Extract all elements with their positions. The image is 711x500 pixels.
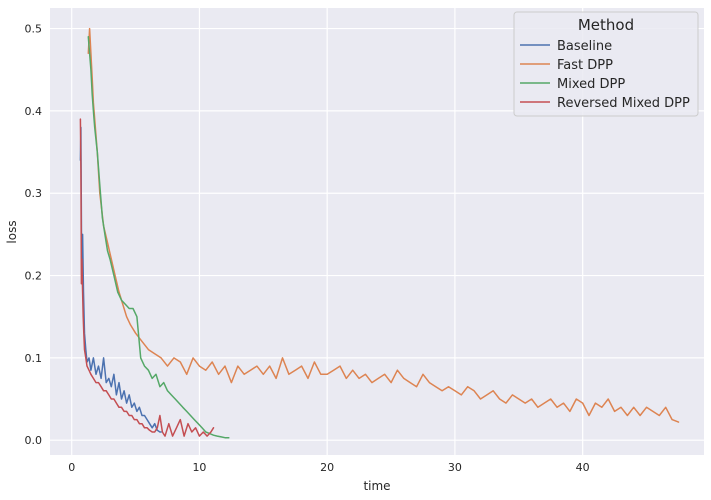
x-axis-label: time	[363, 479, 390, 493]
x-tick-label: 10	[192, 461, 206, 474]
x-tick-label: 30	[448, 461, 462, 474]
legend-label-mixed-dpp: Mixed DPP	[557, 77, 625, 92]
y-tick-labels: 0.0 0.1 0.2 0.3 0.4 0.5	[25, 23, 43, 448]
legend-label-fast-dpp: Fast DPP	[557, 58, 613, 73]
y-tick-label: 0.2	[25, 270, 43, 283]
series-line-fast-dpp	[87, 27, 680, 423]
legend-entries: Baseline Fast DPP Mixed DPP Reversed Mixed …	[520, 39, 690, 111]
legend-label-baseline: Baseline	[557, 39, 612, 54]
legend-box	[513, 11, 699, 117]
x-tick-label: 0	[68, 461, 75, 474]
series-layer	[79, 27, 680, 439]
x-tick-label: 20	[320, 461, 334, 474]
legend-title: Method	[578, 16, 634, 34]
y-tick-label: 0.1	[25, 352, 43, 365]
x-tick-label: 40	[576, 461, 590, 474]
y-tick-label: 0.3	[25, 187, 43, 200]
y-tick-label: 0.4	[25, 105, 43, 118]
legend-label-reversed-mixed-dpp: Reversed Mixed DPP	[557, 96, 690, 111]
legend: Method Baseline Fast DPP Mixed DPP Reversed…	[513, 11, 699, 117]
y-tick-label: 0.5	[25, 23, 43, 36]
y-tick-label: 0.0	[25, 434, 43, 447]
series-line-baseline	[79, 126, 162, 433]
series-line-reversed-mixed-dpp	[79, 118, 215, 437]
y-axis-label: loss	[5, 220, 19, 243]
x-tick-labels: 0 10 20 30 40	[68, 461, 589, 474]
series-line-mixed-dpp	[87, 36, 230, 439]
